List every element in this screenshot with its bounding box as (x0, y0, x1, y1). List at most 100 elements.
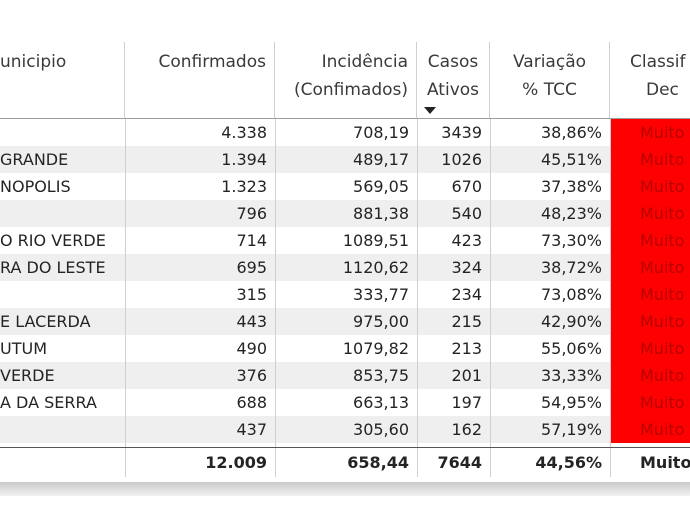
table-row[interactable]: 315 333,77 234 73,08% Muito (0, 281, 690, 308)
header-classif-label-1: Classif (630, 52, 686, 72)
cell-incidencia: 1089,51 (342, 231, 409, 250)
cell-variacao: 48,23% (540, 204, 602, 223)
total-variacao: 44,56% (535, 453, 602, 472)
cell-casos: 1026 (441, 150, 482, 169)
cell-municipio (0, 281, 125, 308)
cell-incidencia: 569,05 (353, 177, 409, 196)
cell-classif: Muito (610, 227, 690, 254)
cell-variacao: 38,86% (540, 123, 602, 142)
cell-municipio (0, 200, 125, 227)
header-incidencia[interactable]: Incidência (Confimados) (275, 42, 417, 118)
header-confirmados-label: Confirmados (158, 52, 266, 72)
totals-divider (0, 447, 690, 448)
table-row[interactable]: 437 305,60 162 57,19% Muito (0, 416, 690, 443)
total-confirmados: 12.009 (205, 453, 267, 472)
cell-incidencia: 1120,62 (342, 258, 409, 277)
total-casos-ativos: 7644 (437, 453, 482, 472)
header-municipio-label: unicipio (0, 52, 67, 72)
cell-variacao: 45,51% (540, 150, 602, 169)
cell-confirmados: 714 (236, 231, 267, 250)
cell-classif: Muito (610, 119, 690, 146)
cell-confirmados: 437 (236, 420, 267, 439)
cell-casos: 423 (451, 231, 482, 250)
cell-incidencia: 1079,82 (342, 339, 409, 358)
total-incidencia: 658,44 (347, 453, 409, 472)
table-row[interactable]: 796 881,38 540 48,23% Muito (0, 200, 690, 227)
header-classif-label-2: Dec (646, 80, 679, 100)
bottom-margin (0, 496, 690, 514)
cell-casos: 213 (451, 339, 482, 358)
cell-confirmados: 490 (236, 339, 267, 358)
header-municipio[interactable]: unicipio (0, 42, 125, 118)
cell-confirmados: 1.394 (221, 150, 267, 169)
cell-classif: Muito (610, 254, 690, 281)
cell-municipio: GRANDE (0, 150, 69, 169)
cell-variacao: 33,33% (540, 366, 602, 385)
cell-classif: Muito (610, 146, 690, 173)
cell-classif: Muito (610, 200, 690, 227)
cell-casos: 197 (451, 393, 482, 412)
cell-casos: 540 (451, 204, 482, 223)
cell-variacao: 73,30% (540, 231, 602, 250)
cell-casos: 670 (451, 177, 482, 196)
cell-classif: Muito (610, 308, 690, 335)
table-row[interactable]: GRANDE 1.394 489,17 1026 45,51% Muito (0, 146, 690, 173)
cell-municipio: O RIO VERDE (0, 231, 106, 250)
cell-variacao: 57,19% (540, 420, 602, 439)
top-margin (0, 0, 690, 42)
header-variacao[interactable]: Variação % TCC (490, 42, 610, 118)
cell-casos: 215 (451, 312, 482, 331)
cell-confirmados: 1.323 (221, 177, 267, 196)
cell-incidencia: 975,00 (353, 312, 409, 331)
cell-casos: 162 (451, 420, 482, 439)
cell-incidencia: 881,38 (353, 204, 409, 223)
header-variacao-label-2: % TCC (522, 80, 577, 100)
cell-confirmados: 315 (236, 285, 267, 304)
cell-incidencia: 853,75 (353, 366, 409, 385)
cell-classif: Muito (610, 281, 690, 308)
table-row[interactable]: NOPOLIS 1.323 569,05 670 37,38% Muito (0, 173, 690, 200)
cell-variacao: 42,90% (540, 312, 602, 331)
header-casos-label-2: Ativos (426, 80, 480, 100)
header-classificacao[interactable]: Classif Dec (610, 42, 690, 118)
cell-municipio: RA DO LESTE (0, 258, 106, 277)
header-divider (0, 118, 690, 119)
table-row[interactable]: A DA SERRA 688 663,13 197 54,95% Muito (0, 389, 690, 416)
column-divider (610, 119, 611, 477)
cell-variacao: 73,08% (540, 285, 602, 304)
cell-municipio: UTUM (0, 339, 47, 358)
table-row[interactable]: UTUM 490 1079,82 213 55,06% Muito (0, 335, 690, 362)
cell-confirmados: 695 (236, 258, 267, 277)
table-row[interactable]: VERDE 376 853,75 201 33,33% Muito (0, 362, 690, 389)
header-variacao-label-1: Variação (512, 52, 587, 72)
column-divider (490, 119, 491, 477)
table-row[interactable]: O RIO VERDE 714 1089,51 423 73,30% Muito (0, 227, 690, 254)
header-incidencia-label-2: (Confimados) (293, 80, 408, 100)
table-row[interactable]: 4.338 708,19 3439 38,86% Muito (0, 119, 690, 146)
cell-incidencia: 663,13 (353, 393, 409, 412)
header-casos-label-1: Casos (427, 52, 479, 72)
cell-incidencia: 333,77 (353, 285, 409, 304)
cell-classif: Muito (610, 173, 690, 200)
cell-incidencia: 489,17 (353, 150, 409, 169)
cell-casos: 324 (451, 258, 482, 277)
cell-variacao: 55,06% (540, 339, 602, 358)
cell-casos: 234 (451, 285, 482, 304)
cell-municipio: E LACERDA (0, 312, 91, 331)
table-row[interactable]: RA DO LESTE 695 1120,62 324 38,72% Muito (0, 254, 690, 281)
visual-shadow (0, 482, 690, 496)
header-casos-ativos[interactable]: Casos Ativos (417, 42, 490, 118)
header-confirmados[interactable]: Confirmados (125, 42, 275, 118)
cell-municipio: VERDE (0, 366, 55, 385)
cell-municipio (0, 416, 125, 443)
column-divider (417, 119, 418, 477)
table-row[interactable]: E LACERDA 443 975,00 215 42,90% Muito (0, 308, 690, 335)
sort-descending-icon[interactable] (424, 107, 436, 114)
cell-classif: Muito (610, 362, 690, 389)
cell-incidencia: 708,19 (353, 123, 409, 142)
cell-variacao: 38,72% (540, 258, 602, 277)
cell-variacao: 54,95% (540, 393, 602, 412)
cell-incidencia: 305,60 (353, 420, 409, 439)
header-incidencia-label-1: Incidência (321, 52, 408, 72)
cell-municipio: A DA SERRA (0, 393, 97, 412)
